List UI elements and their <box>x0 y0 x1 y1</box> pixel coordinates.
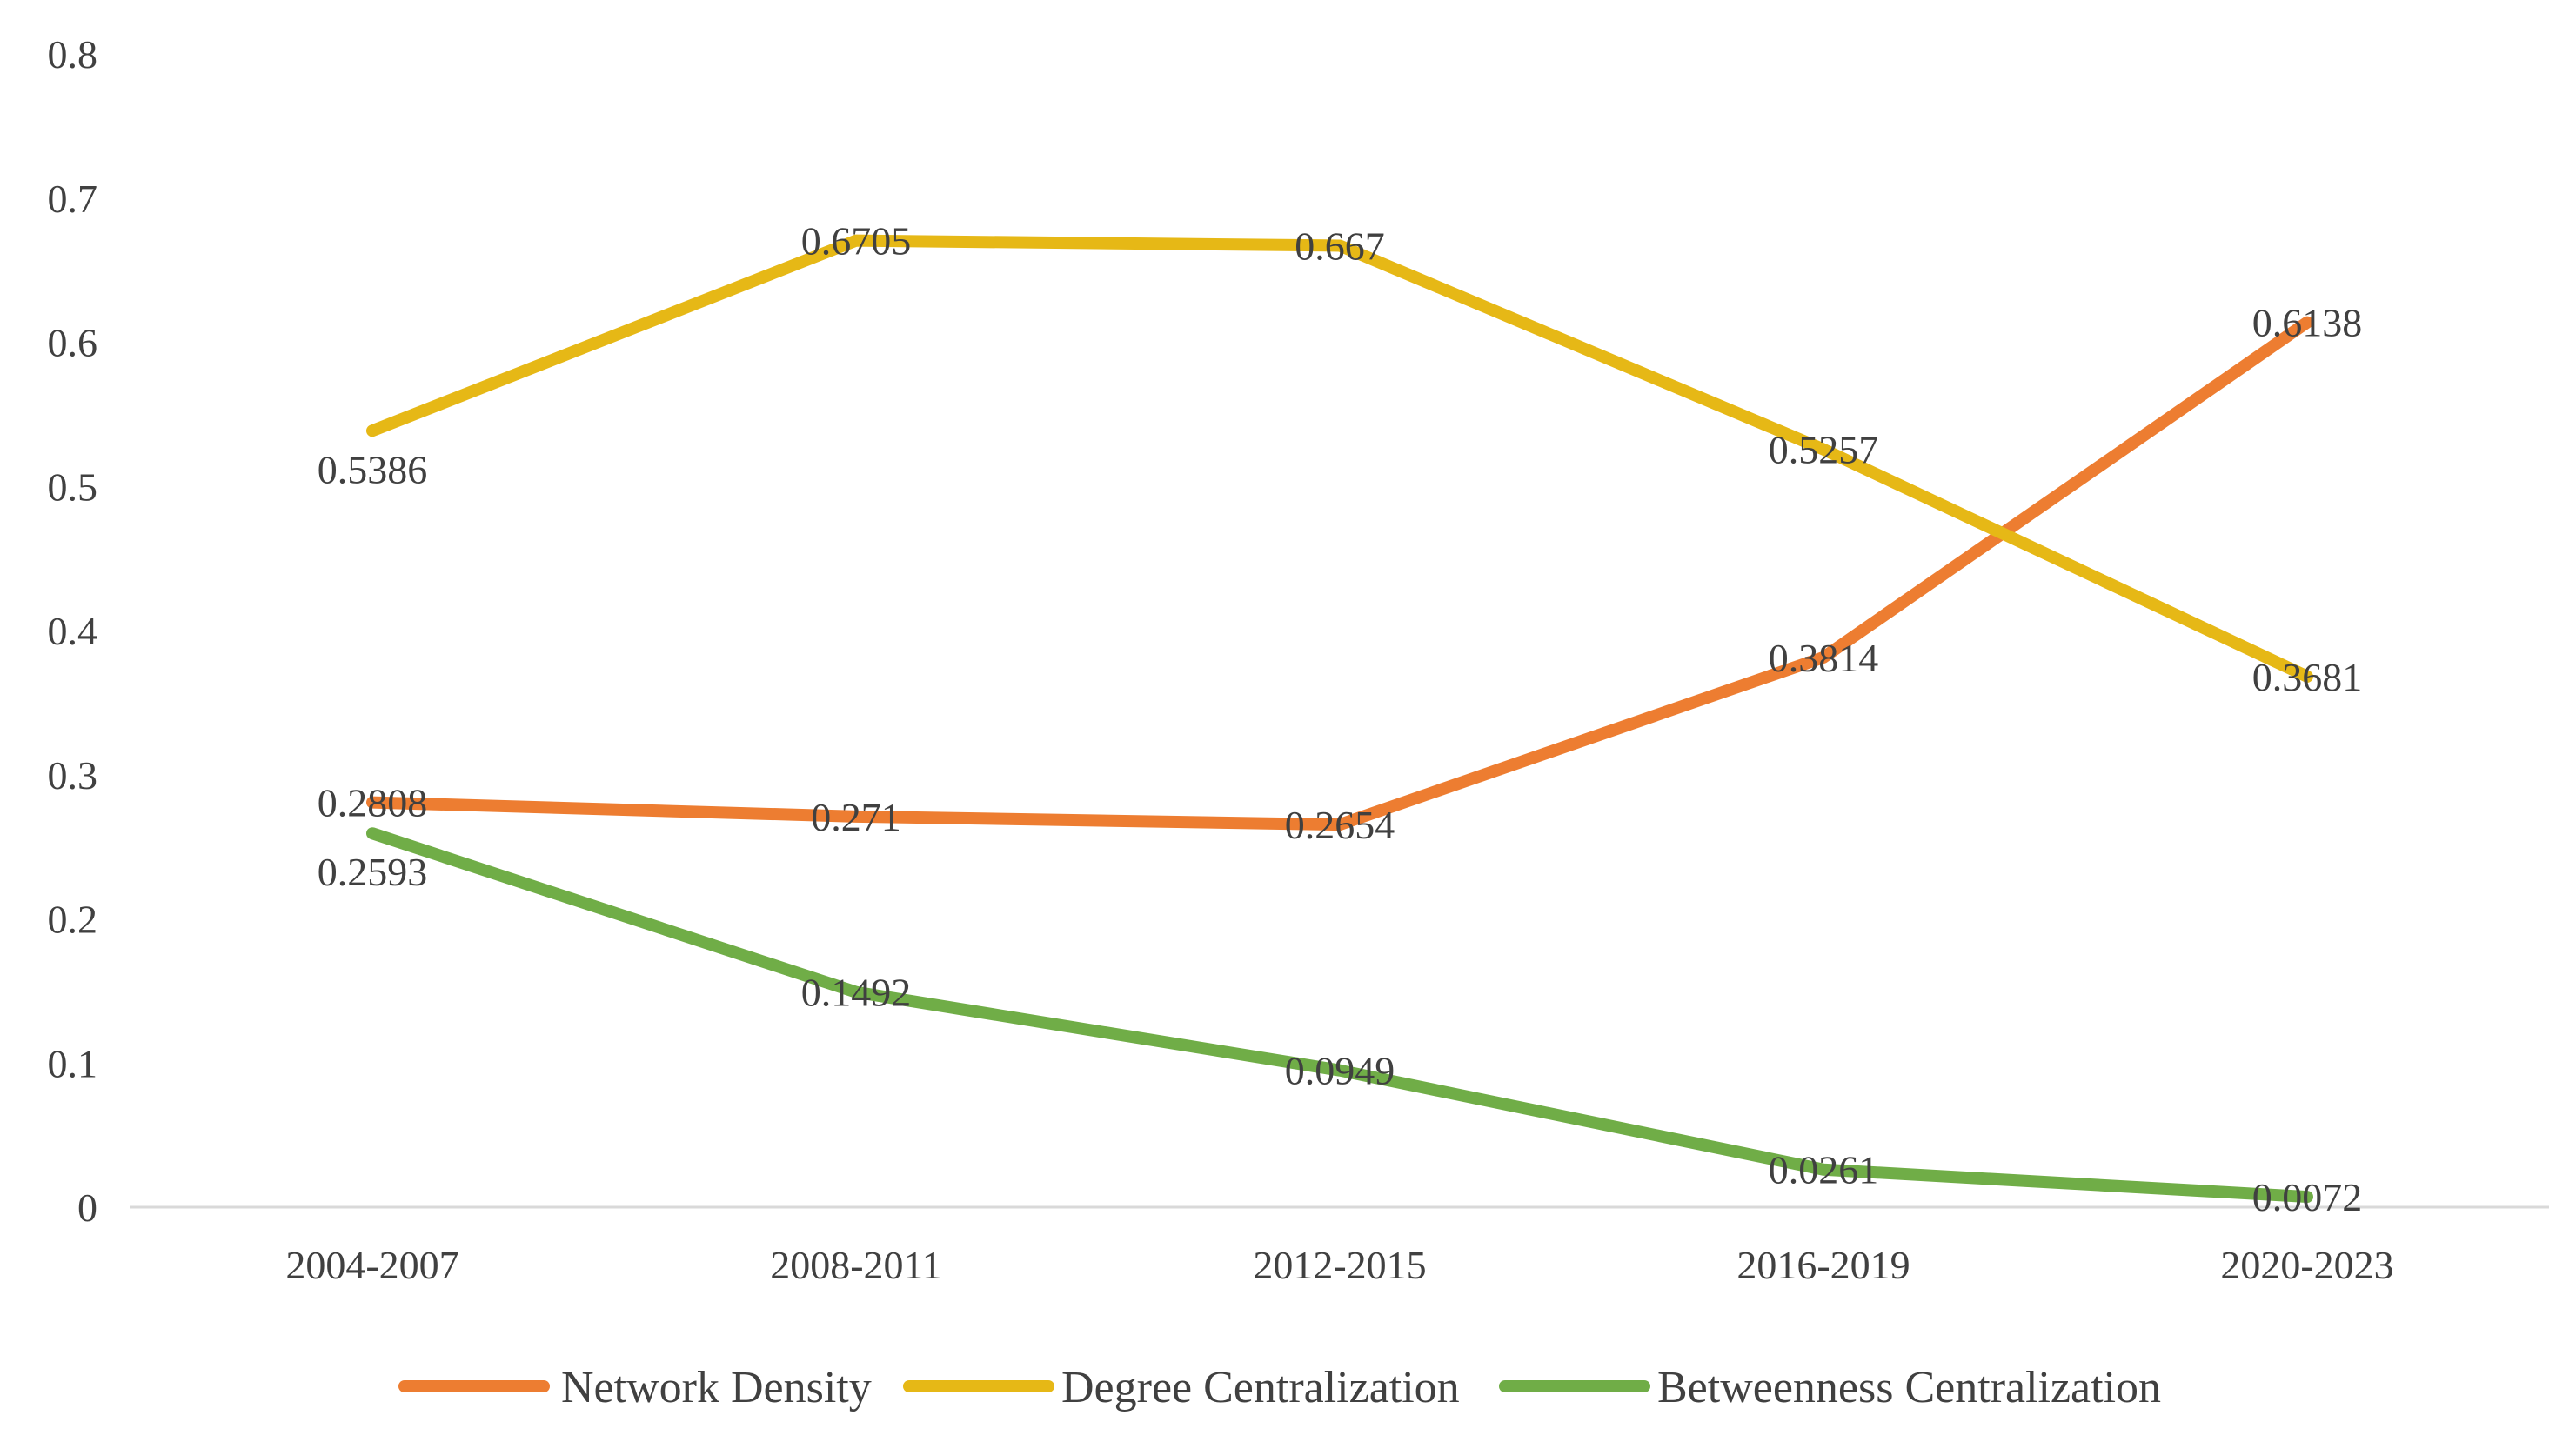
x-tick-label: 2016-2019 <box>1736 1243 1910 1287</box>
y-tick-label: 0.8 <box>48 32 98 77</box>
data-label-betweenness-centralization: 0.0261 <box>1769 1148 1879 1192</box>
data-label-degree-centralization: 0.5257 <box>1769 428 1879 472</box>
y-tick-label: 0.5 <box>48 464 98 509</box>
x-tick-label: 2012-2015 <box>1253 1243 1426 1287</box>
legend: Network Density Degree Centralization Betw… <box>398 1363 2161 1412</box>
data-label-network-density: 0.3814 <box>1769 636 1879 680</box>
y-tick-label: 0.3 <box>48 753 98 798</box>
data-label-network-density: 0.271 <box>811 795 901 839</box>
y-tick-label: 0 <box>77 1185 97 1230</box>
data-label-degree-centralization: 0.667 <box>1295 224 1385 268</box>
data-label-degree-centralization: 0.5386 <box>318 447 428 491</box>
legend-label-betweenness-centralization: Betweenness Centralization <box>1657 1363 2161 1412</box>
x-tick-label: 2020-2023 <box>2220 1243 2393 1287</box>
y-tick-label: 0.7 <box>48 177 98 221</box>
data-label-betweenness-centralization: 0.0949 <box>1285 1049 1395 1093</box>
series-line-betweenness-centralization <box>366 827 2313 1204</box>
data-label-betweenness-centralization: 0.2593 <box>318 850 428 894</box>
y-tick-label: 0.2 <box>48 898 98 942</box>
data-labels: 0.2808 0.271 0.2654 0.3814 0.6138 0.5386 0.670… <box>318 219 2363 1219</box>
data-label-network-density: 0.2808 <box>318 781 428 825</box>
y-tick-label: 0.6 <box>48 321 98 365</box>
y-axis-ticks: 0 0.1 0.2 0.3 0.4 0.5 0.6 0.7 0.8 <box>48 32 98 1230</box>
series-line-network-density <box>366 316 2313 831</box>
data-label-betweenness-centralization: 0.1492 <box>801 971 912 1015</box>
data-label-network-density: 0.2654 <box>1285 803 1395 847</box>
series-lines <box>366 234 2313 1204</box>
legend-label-degree-centralization: Degree Centralization <box>1061 1363 1460 1412</box>
y-tick-label: 0.4 <box>48 609 98 653</box>
data-label-degree-centralization: 0.3681 <box>2252 655 2363 699</box>
data-label-degree-centralization: 0.6705 <box>801 219 912 264</box>
legend-label-network-density: Network Density <box>561 1363 872 1412</box>
series-line-degree-centralization <box>366 234 2313 683</box>
data-label-betweenness-centralization: 0.0072 <box>2252 1175 2363 1219</box>
y-tick-label: 0.1 <box>48 1041 98 1085</box>
data-label-network-density: 0.6138 <box>2252 301 2363 345</box>
x-tick-label: 2004-2007 <box>285 1243 458 1287</box>
x-tick-label: 2008-2011 <box>770 1243 942 1287</box>
x-axis-ticks: 2004-2007 2008-2011 2012-2015 2016-2019 2020… <box>285 1243 2393 1287</box>
